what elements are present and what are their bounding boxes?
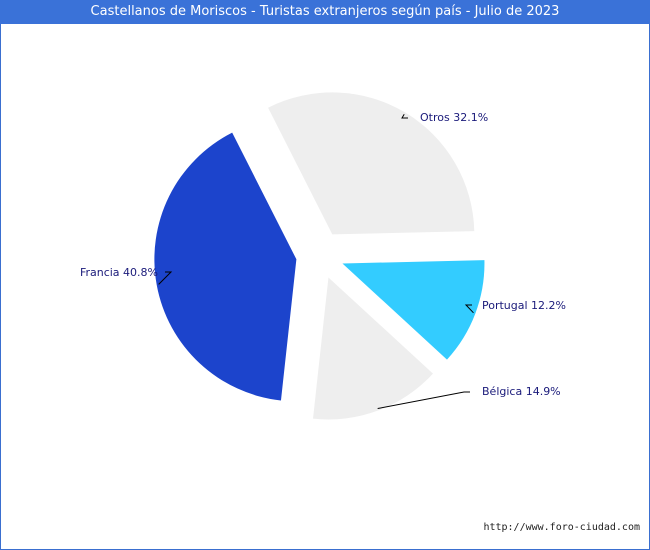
pie-slice-otros [268,92,475,235]
pie-slice-portugal [342,260,485,360]
slice-label-portugal: Portugal 12.2% [482,299,566,312]
slice-label-bélgica: Bélgica 14.9% [482,385,561,398]
pie-slice-francia [154,132,297,401]
leader-line-otros [401,114,408,119]
chart-title: Castellanos de Moriscos - Turistas extra… [0,0,650,24]
slice-label-otros: Otros 32.1% [420,111,488,124]
leader-line-francia [158,271,173,285]
slice-label-francia: Francia 40.8% [80,266,158,279]
leader-line-bélgica [377,391,470,410]
leader-line-portugal [464,304,474,314]
pie-slice-bélgica [313,277,433,420]
source-credit[interactable]: http://www.foro-ciudad.com [483,522,640,533]
